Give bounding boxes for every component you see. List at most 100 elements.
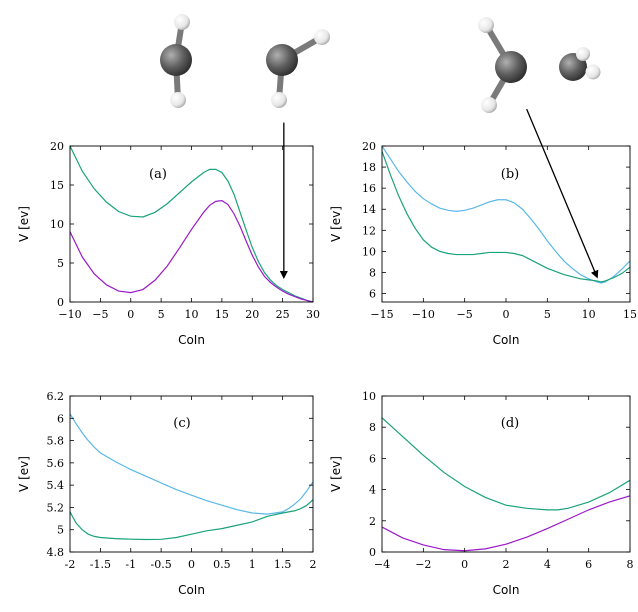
axes-frame bbox=[69, 145, 314, 303]
panel-label: (d) bbox=[501, 416, 519, 431]
axes-frame bbox=[69, 395, 314, 553]
x-tick-label: −10 bbox=[58, 308, 81, 321]
panel-label: (c) bbox=[173, 416, 190, 431]
y-tick-label: 10 bbox=[50, 218, 64, 231]
x-tick-label: 1.5 bbox=[274, 558, 292, 571]
hydrogen-atom bbox=[314, 29, 330, 45]
y-tick-label: 20 bbox=[50, 140, 64, 153]
y-tick-label: 14 bbox=[362, 203, 376, 216]
y-tick-label: 10 bbox=[362, 390, 376, 403]
y-tick-label: 5 bbox=[57, 257, 64, 270]
x-axis-label: CoIn bbox=[493, 333, 520, 347]
y-tick-label: 18 bbox=[362, 161, 376, 174]
x-tick-label: 6 bbox=[585, 558, 592, 571]
x-tick-label: 0.5 bbox=[213, 558, 231, 571]
y-axis-label: V [ev] bbox=[17, 206, 31, 242]
molecule-ethene-planar bbox=[160, 14, 330, 108]
y-tick-label: 5 bbox=[57, 524, 64, 537]
y-tick-label: 8 bbox=[369, 266, 376, 279]
x-tick-label: 10 bbox=[582, 308, 596, 321]
x-tick-label: −15 bbox=[370, 308, 393, 321]
x-tick-label: 15 bbox=[215, 308, 229, 321]
y-tick-label: 5.8 bbox=[47, 435, 65, 448]
x-tick-label: 4 bbox=[544, 558, 551, 571]
panel-a: −10 −5 0 5 10 15 20 25 30 0 5 10 15 20 CoIn V [ev] (a) bbox=[17, 140, 320, 347]
y-tick-label: 15 bbox=[50, 179, 64, 192]
x-tick-label: 10 bbox=[185, 308, 199, 321]
series-line-blue bbox=[70, 413, 313, 515]
y-tick-label: 16 bbox=[362, 182, 376, 195]
y-tick-label: 6.2 bbox=[47, 390, 65, 403]
y-axis-label: V [ev] bbox=[329, 456, 343, 492]
hydrogen-atom bbox=[478, 17, 494, 33]
x-tick-label: 0 bbox=[503, 308, 510, 321]
series-line-green bbox=[70, 146, 313, 302]
hydrogen-atom bbox=[271, 92, 287, 108]
series-line-purple bbox=[70, 199, 313, 302]
x-tick-label: 8 bbox=[627, 558, 634, 571]
series-group bbox=[382, 417, 630, 552]
y-tick-label: 6 bbox=[369, 288, 376, 301]
x-tick-label: −4 bbox=[374, 558, 390, 571]
molecule-ethene-twisted bbox=[478, 17, 601, 113]
x-tick-label: −5 bbox=[92, 308, 108, 321]
x-tick-label: -2 bbox=[65, 558, 76, 571]
series-line-blue bbox=[382, 146, 630, 284]
series-line-purple bbox=[382, 495, 630, 552]
hydrogen-atom bbox=[481, 97, 497, 113]
panel-d: −4 −2 0 2 4 6 8 0 2 4 6 8 10 CoIn V [ev] (d) bbox=[329, 390, 634, 597]
x-tick-label: -1 bbox=[125, 558, 136, 571]
x-tick-label: 5 bbox=[158, 308, 165, 321]
y-axis-label: V [ev] bbox=[329, 206, 343, 242]
y-tick-label: 6 bbox=[57, 412, 64, 425]
y-tick-label: 5.6 bbox=[47, 457, 65, 470]
x-tick-label: 1 bbox=[249, 558, 256, 571]
y-tick-label: 4 bbox=[369, 484, 376, 497]
y-tick-label: 20 bbox=[362, 140, 376, 153]
hydrogen-atom bbox=[170, 92, 186, 108]
x-tick-label: −5 bbox=[457, 308, 473, 321]
series-group bbox=[70, 413, 313, 541]
x-axis-label: CoIn bbox=[178, 583, 205, 597]
series-line-green bbox=[382, 417, 630, 511]
x-tick-label: 15 bbox=[623, 308, 637, 321]
x-tick-label: 0 bbox=[188, 558, 195, 571]
x-tick-label: −2 bbox=[415, 558, 431, 571]
y-axis-label: V [ev] bbox=[17, 456, 31, 492]
carbon-atom bbox=[495, 51, 527, 83]
panel-label: (a) bbox=[149, 167, 167, 182]
y-tick-label: 10 bbox=[362, 245, 376, 258]
carbon-atom bbox=[266, 44, 298, 76]
x-tick-label: -0.5 bbox=[151, 558, 172, 571]
x-tick-label: 0 bbox=[461, 558, 468, 571]
panel-b: −15 −10 −5 0 5 10 15 6 8 10 12 14 16 18 20 CoIn V [ev] (b… bbox=[329, 140, 637, 347]
y-tick-label: 0 bbox=[369, 546, 376, 559]
y-tick-label: 5.4 bbox=[47, 479, 65, 492]
hydrogen-atom bbox=[174, 14, 190, 30]
y-tick-label: 6 bbox=[369, 452, 376, 465]
y-tick-label: 0 bbox=[57, 296, 64, 309]
series-line-green bbox=[70, 499, 313, 541]
x-axis-label: CoIn bbox=[493, 583, 520, 597]
panel-label: (b) bbox=[501, 167, 519, 182]
y-tick-label: 12 bbox=[362, 224, 376, 237]
x-tick-label: 2 bbox=[503, 558, 510, 571]
pointer-arrow bbox=[526, 108, 599, 279]
series-line-green bbox=[382, 151, 630, 283]
x-tick-label: 5 bbox=[544, 308, 551, 321]
y-tick-label: 8 bbox=[369, 421, 376, 434]
x-tick-label: 20 bbox=[245, 308, 259, 321]
x-tick-label: 30 bbox=[306, 308, 320, 321]
x-tick-label: -1.5 bbox=[90, 558, 111, 571]
x-tick-label: 0 bbox=[127, 308, 134, 321]
x-axis-label: CoIn bbox=[178, 333, 205, 347]
x-tick-label: 2 bbox=[310, 558, 317, 571]
panel-c: -2 -1.5 -1 -0.5 0 0.5 1 1.5 2 4.8 5 5.2 5.4 5.6 5.8 6 6.… bbox=[17, 390, 317, 597]
hydrogen-atom bbox=[576, 47, 590, 61]
y-tick-label: 2 bbox=[369, 515, 376, 528]
y-tick-label: 4.8 bbox=[47, 546, 65, 559]
x-tick-label: 25 bbox=[276, 308, 290, 321]
y-tick-label: 5.2 bbox=[47, 501, 65, 514]
